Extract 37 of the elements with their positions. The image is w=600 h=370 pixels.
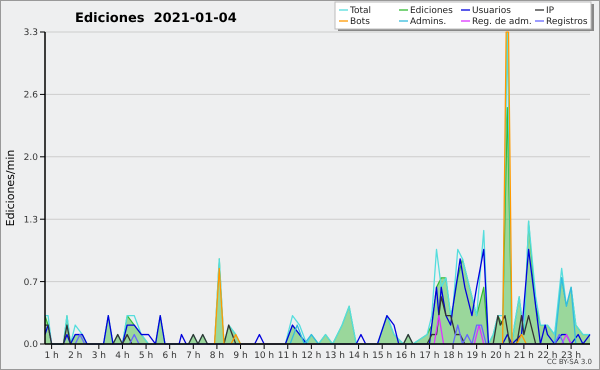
- y-tick-label: 1.3: [24, 215, 38, 226]
- x-tick-label: 11 h: [278, 351, 298, 361]
- x-tick-label: 13 h: [324, 351, 345, 361]
- x-tick-label: 20 h: [490, 351, 510, 361]
- chart-title: Ediciones 2021-01-04: [75, 11, 237, 26]
- x-tick-label: 10 h: [254, 351, 274, 361]
- x-tick-label: 7 h: [186, 351, 200, 361]
- x-tick-label: 15 h: [372, 351, 392, 361]
- legend-label: Admins.: [410, 17, 446, 28]
- x-tick-label: 14 h: [348, 351, 369, 361]
- y-axis-title: Ediciones/min: [4, 150, 17, 226]
- x-tick-label: 8 h: [210, 351, 224, 361]
- x-tick-label: 5 h: [138, 351, 154, 361]
- y-tick-label: 2.0: [24, 152, 38, 163]
- x-tick-label: 6 h: [162, 351, 177, 361]
- x-tick-label: 16 h: [396, 351, 416, 361]
- x-tick-label: 21 h: [514, 351, 534, 361]
- x-tick-label: 1 h: [44, 351, 59, 361]
- y-tick-label: 3.3: [24, 28, 38, 38]
- x-tick-label: 17 h: [419, 351, 440, 361]
- y-tick-label: 0.0: [24, 340, 38, 350]
- y-tick-label: 0.7: [24, 278, 38, 288]
- legend-label: Total: [349, 6, 372, 16]
- y-tick-label: 2.6: [24, 90, 38, 101]
- x-tick-label: 9 h: [233, 351, 248, 361]
- legend-label: Registros: [546, 17, 588, 28]
- x-tick-label: 2 h: [68, 351, 82, 361]
- legend-label: IP: [546, 6, 555, 16]
- legend-label: Ediciones: [410, 6, 454, 16]
- legend-label: Bots: [350, 17, 370, 28]
- x-tick-label: 12 h: [301, 351, 322, 361]
- x-tick-label: 19 h: [466, 351, 487, 361]
- x-tick-label: 18 h: [443, 351, 464, 361]
- legend-label: Reg. de adm.: [472, 17, 532, 28]
- x-tick-label: 4 h: [115, 351, 130, 361]
- x-tick-label: 3 h: [92, 351, 106, 361]
- legend-label: Usuarios: [472, 6, 512, 16]
